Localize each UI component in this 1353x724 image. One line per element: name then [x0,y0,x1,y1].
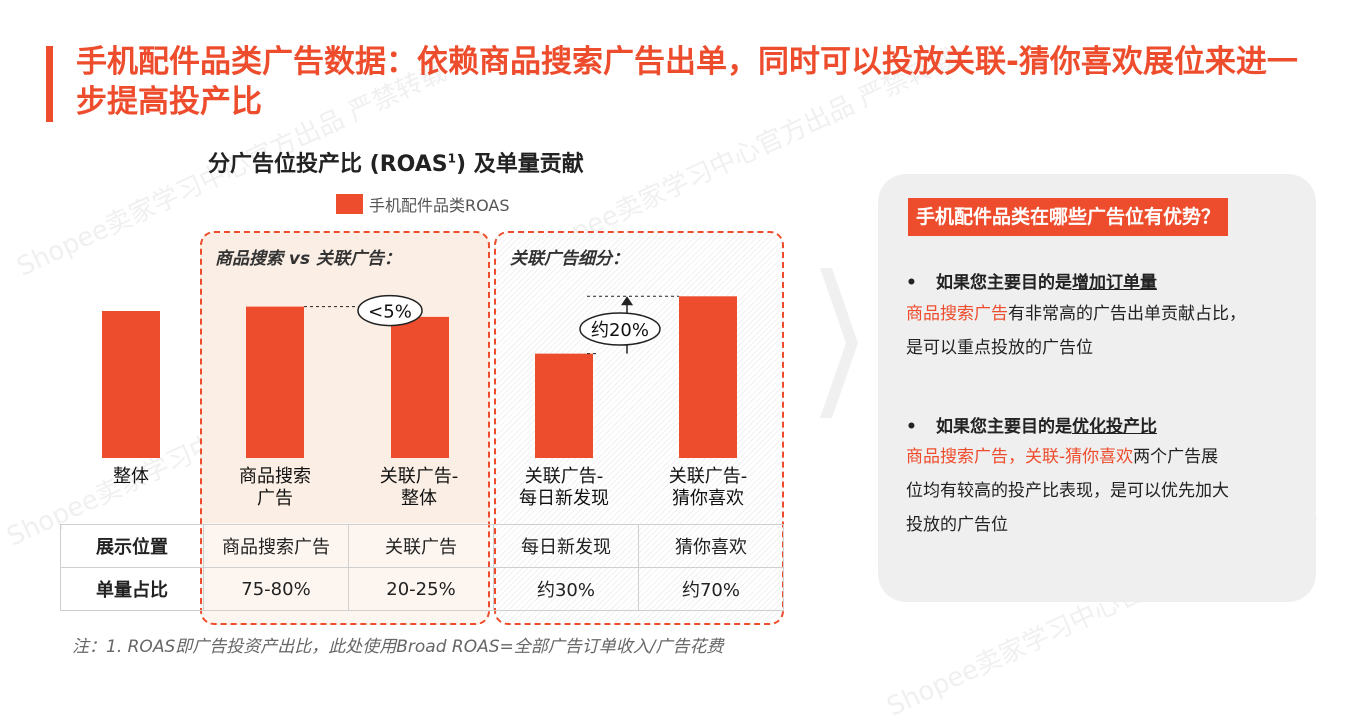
point-goal: 增加订单量 [1072,273,1157,293]
table-cell: 每日新发现 [493,524,639,568]
table-row: 展示位置 商品搜索广告 关联广告 每日新发现 猜你喜欢 [60,524,784,568]
bar-2 [246,306,304,458]
footnote: 注：1. ROAS即广告投资产出比，此处使用Broad ROAS=全部广告订单收… [72,637,724,657]
table-cell: 猜你喜欢 [638,524,784,568]
group-label-search-vs-related: 商品搜索 vs 关联广告： [215,249,402,269]
table-cell: 约70% [638,567,784,611]
group-label-related-breakdown: 关联广告细分： [510,249,629,269]
x-label: 关联广告- 整体 [349,466,489,510]
x-label-line: 商品搜索 [239,466,311,487]
chart-title-main: 分广告位投产比 (ROAS [208,152,448,177]
table-row: 单量占比 75-80% 20-25% 约30% 约70% [60,567,784,611]
table-cell: 75-80% [203,567,349,611]
chart-title-superscript: 1 [447,151,456,166]
panel-point-heading: • 如果您主要目的是增加订单量 [906,268,1157,293]
x-label-line: 猜你喜欢 [672,488,744,509]
panel-point-body: 商品搜索广告有非常高的广告出单贡献占比， 是可以重点投放的广告位 [906,297,1298,365]
arrow-up-icon [621,296,633,306]
point-lead: 如果您主要目的是 [936,417,1072,437]
point-line: 是可以重点投放的广告位 [906,338,1093,358]
legend-label: 手机配件品类ROAS [369,196,510,215]
annotation-label: 约20% [591,320,649,341]
bullet-dot: • [906,417,917,437]
x-label: 关联广告- 每日新发现 [494,466,634,510]
title-accent-bar [46,46,53,122]
panel-point-body: 商品搜索广告，关联-猜你喜欢两个广告展 位均有较高的投产比表现，是可以优先加大 … [906,440,1298,542]
table-cell: 关联广告 [348,524,494,568]
x-label-line: 整体 [401,488,437,509]
page-title: 手机配件品类广告数据：依赖商品搜索广告出单，同时可以投放关联-猜你喜欢展位来进一… [76,44,1298,120]
table-row-header: 展示位置 [60,524,204,568]
table-cell: 商品搜索广告 [203,524,349,568]
x-label: 关联广告- 猜你喜欢 [638,466,778,510]
x-label-line: 广告 [257,488,293,509]
panel-heading: 手机配件品类在哪些广告位有优势？ [908,198,1229,236]
x-label-line: 每日新发现 [519,488,609,509]
roas-bar-chart: <5% 约20% [102,294,737,458]
point-line: 商品搜索广告，关联-猜你喜欢两个广告展 [906,440,1298,474]
bar-3 [391,316,449,458]
panel-point-heading: • 如果您主要目的是优化投产比 [906,412,1157,437]
x-label-line: 关联广告- [668,466,748,487]
point-lead: 如果您主要目的是 [936,273,1072,293]
bar-5 [679,296,737,458]
point-line: 位均有较高的投产比表现，是可以优先加大 [906,481,1229,501]
point-line: 投放的广告位 [906,515,1008,535]
legend-swatch [336,194,363,214]
order-share-table: 展示位置 商品搜索广告 关联广告 每日新发现 猜你喜欢 单量占比 75-80% … [60,524,784,611]
table-cell: 约30% [493,567,639,611]
annotation-bubble [357,294,423,327]
table-cell: 20-25% [348,567,494,611]
point-text: 两个广告展 [1133,447,1219,467]
point-text: 有非常高的广告出单贡献占比， [1008,304,1246,324]
bar-4 [535,353,593,458]
x-label-line: 关联广告- [524,466,604,487]
x-label: 商品搜索 广告 [205,466,345,510]
insight-panel: 手机配件品类在哪些广告位有优势？ • 如果您主要目的是增加订单量 商品搜索广告有非… [878,174,1316,602]
point-goal: 优化投产比 [1072,417,1157,437]
point-highlight: 商品搜索广告 [906,304,1008,324]
x-label: 整体 [61,466,201,488]
annotation-bubble [579,312,661,346]
point-line: 商品搜索广告有非常高的广告出单贡献占比， [906,297,1298,331]
annotation-label: <5% [368,302,412,323]
x-label-line: 整体 [113,466,149,487]
bar-1 [102,311,160,458]
point-highlight: 商品搜索广告，关联-猜你喜欢 [906,447,1134,467]
chart-title-suffix: ) 及单量贡献 [456,152,584,177]
chevron-right-icon [820,268,858,418]
chart-legend: 手机配件品类ROAS [336,192,510,216]
bullet-dot: • [906,273,917,293]
table-row-header: 单量占比 [60,567,204,611]
x-label-line: 关联广告- [379,466,459,487]
chart-title: 分广告位投产比 (ROAS1) 及单量贡献 [208,146,584,178]
